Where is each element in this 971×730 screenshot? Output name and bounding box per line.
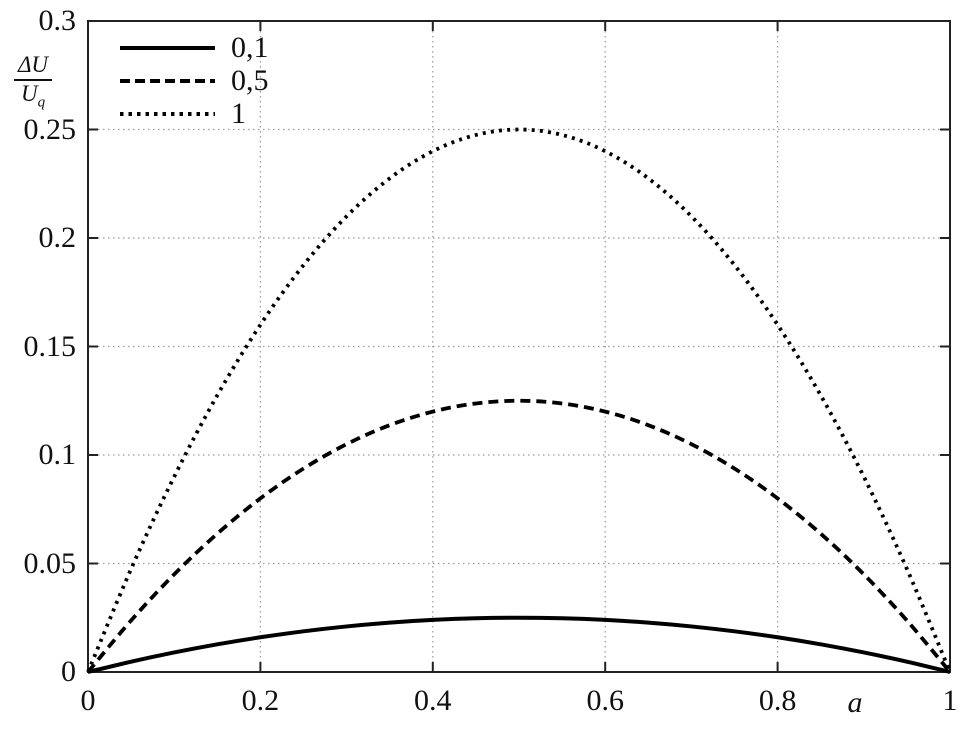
legend-entry-dotted: 1 — [120, 97, 269, 130]
legend-entry-solid: 0,1 — [120, 31, 269, 64]
y-tick-label: 0.25 — [23, 112, 77, 146]
legend-entry-dashed: 0,5 — [120, 64, 269, 97]
y-tick-label: 0.05 — [23, 546, 77, 580]
x-tick-label: 0.6 — [586, 684, 624, 717]
legend-line-solid — [120, 45, 215, 50]
x-tick-label: 0 — [80, 684, 96, 717]
y-tick-label: 0.3 — [38, 4, 77, 37]
y-tick-label: 0.1 — [38, 438, 77, 471]
x-tick-label: 0.4 — [414, 684, 452, 717]
legend-line-dashed — [120, 78, 215, 83]
legend-label: 0,5 — [231, 63, 269, 97]
x-tick-label: 1 — [942, 684, 958, 717]
x-tick-label: 0.8 — [758, 684, 797, 717]
series-curve-1 — [86, 398, 952, 674]
x-tick-label: 0.2 — [241, 684, 280, 717]
legend: 0,1 0,5 1 — [120, 31, 269, 130]
x-axis-label: a — [847, 686, 863, 719]
y-axis-label: ΔU Uq — [6, 52, 60, 111]
y-tick-label: 0 — [61, 655, 76, 688]
plot-frame — [87, 20, 951, 673]
legend-label: 1 — [231, 96, 246, 130]
legend-label: 0,1 — [231, 30, 269, 64]
series-curve-0 — [87, 615, 951, 674]
y-axis-label-numerator: ΔU — [13, 52, 53, 82]
y-axis-label-denominator: Uq — [20, 81, 46, 111]
legend-line-dotted — [120, 111, 215, 116]
y-tick-label: 0.2 — [38, 221, 77, 254]
series-curve-2 — [86, 127, 952, 673]
y-tick-label: 0.15 — [23, 329, 77, 363]
